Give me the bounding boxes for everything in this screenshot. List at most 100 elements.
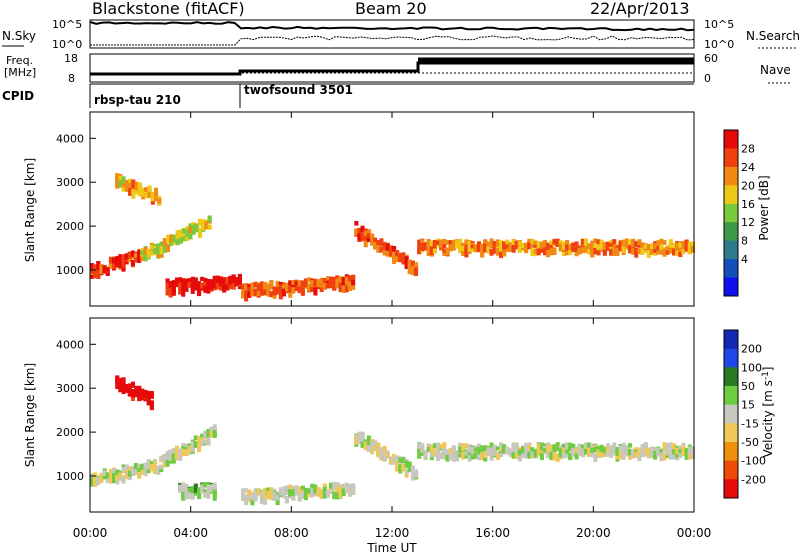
echo-cell [294, 285, 299, 292]
echo-cell [561, 443, 566, 451]
echo-cell [546, 249, 551, 258]
echo-cell [131, 185, 136, 193]
echo-cell [291, 495, 296, 501]
echo-cell [602, 452, 607, 457]
echo-cell [439, 452, 444, 458]
echo-cell [432, 247, 437, 254]
echo-cell [376, 442, 381, 450]
cpid-label: CPID [2, 89, 34, 103]
echo-cell [429, 248, 434, 255]
echo-cell [429, 445, 434, 452]
echo-cell [615, 247, 620, 256]
cpid-program-2: twofsound 3501 [244, 83, 353, 97]
echo-cell [517, 248, 522, 253]
echo-cell [300, 280, 305, 285]
colorbar-tick-label: -100 [741, 455, 766, 468]
echo-cell [495, 452, 500, 460]
echo-cell [646, 453, 651, 458]
echo-cell [259, 491, 264, 499]
echo-cell [376, 450, 381, 458]
echo-cell [379, 451, 384, 459]
echo-cell [467, 246, 472, 252]
echo-cell [454, 240, 459, 249]
echo-cell [159, 464, 164, 469]
echo-cell [203, 492, 208, 498]
echo-cell [574, 249, 579, 257]
echo-cell [140, 464, 145, 470]
echo-cell [134, 190, 139, 195]
echo-cell [524, 244, 529, 254]
echo-cell [102, 265, 107, 272]
echo-cell [514, 453, 519, 460]
echo-cell [118, 472, 123, 479]
x-tick-label: 20:00 [576, 526, 611, 540]
echo-cell [146, 250, 151, 258]
echo-cell [536, 447, 541, 457]
echo-cell [96, 261, 101, 266]
echo-cell [499, 442, 504, 449]
echo-cell [414, 267, 419, 277]
echo-cell [322, 492, 327, 499]
echo-cell [650, 248, 655, 255]
y-tick-label: 4000 [56, 132, 84, 145]
echo-cell [395, 256, 400, 262]
echo-cell [278, 290, 283, 300]
colorbar-segment [724, 386, 738, 406]
echo-cell [473, 447, 478, 452]
echo-cell [193, 435, 198, 441]
echo-cell [445, 449, 450, 455]
echo-cell [407, 261, 412, 269]
echo-cell [187, 445, 192, 454]
echo-cell [112, 263, 117, 270]
echo-cell [212, 489, 217, 499]
colorbar-segment [724, 259, 738, 278]
echo-cell [128, 182, 133, 188]
echo-cell [480, 445, 485, 453]
echo-cell [527, 242, 532, 248]
echo-cell [137, 190, 142, 197]
echo-cell [338, 490, 343, 498]
echo-cell [184, 286, 189, 292]
y-tick-label: 3000 [56, 176, 84, 189]
echo-cell [165, 278, 170, 283]
echo-cell [593, 446, 598, 452]
echo-cell [212, 431, 217, 438]
echo-cell [432, 239, 437, 249]
colorbar-segment [724, 442, 738, 462]
echo-cell [124, 183, 129, 192]
echo-cell [130, 250, 135, 258]
echo-cell [675, 447, 680, 455]
echo-cell [341, 276, 346, 285]
search-label: N.Search [746, 29, 800, 43]
echo-cell [178, 484, 183, 493]
echo-cell [382, 452, 387, 461]
colorbar-tick-label: -200 [741, 473, 766, 486]
echo-cell [154, 187, 159, 192]
echo-cell [420, 242, 425, 251]
echo-cell [188, 226, 193, 234]
echo-cell [190, 446, 195, 452]
echo-cell [621, 442, 626, 451]
echo-cell [561, 449, 566, 459]
echo-cell [178, 277, 183, 284]
echo-cell [212, 275, 217, 281]
echo-cell [294, 485, 299, 493]
echo-cell [690, 243, 695, 253]
echo-cell [543, 239, 548, 249]
echo-cell [241, 495, 246, 501]
colorbar-segment [724, 423, 738, 443]
echo-cell [288, 484, 293, 492]
echo-cell [470, 244, 475, 249]
power-panel-frame [89, 111, 695, 307]
echo-cell [521, 446, 526, 454]
echo-cell [105, 478, 110, 483]
echo-cell [530, 248, 535, 256]
echo-cell [530, 239, 535, 244]
echo-cell [197, 443, 202, 453]
echo-cell [263, 495, 268, 505]
echo-cell [121, 185, 126, 192]
echo-cell [480, 247, 485, 257]
echo-cell [621, 245, 626, 252]
echo-cell [228, 284, 233, 290]
echo-cell [448, 453, 453, 461]
